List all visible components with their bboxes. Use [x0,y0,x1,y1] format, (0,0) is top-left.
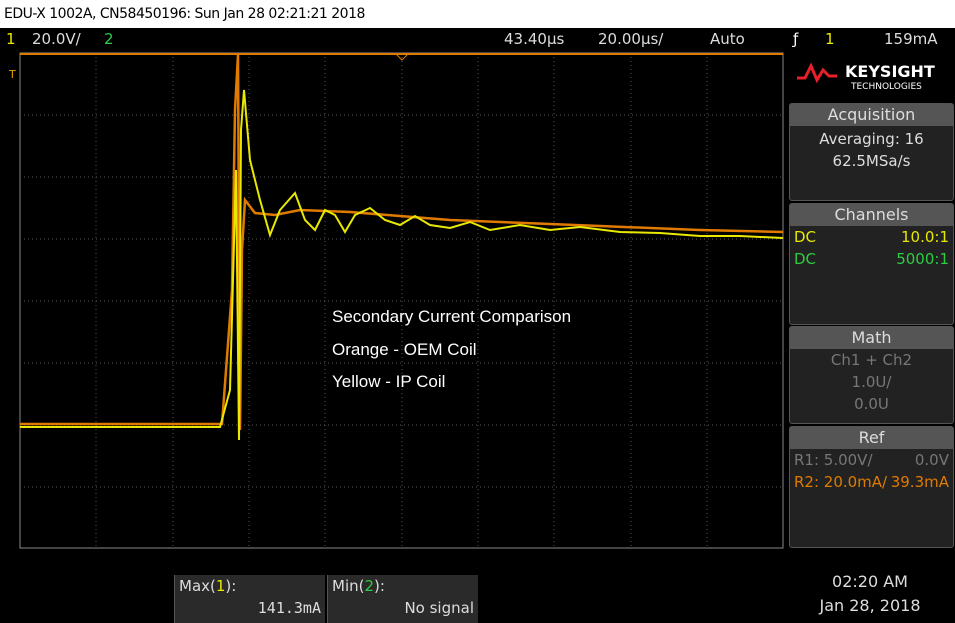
orange-trace [20,54,784,431]
coupling: DC [794,228,817,246]
ref-panel[interactable]: Ref R1: 5.00V/0.0V R2: 20.0mA/39.3mA [789,426,954,548]
clock-date: Jan 28, 2018 [819,596,921,615]
ref-offset: 39.3mA [890,473,949,491]
logo-name: KEYSIGHT [845,62,935,81]
grid [20,53,783,548]
meas-value: No signal [404,599,474,617]
ch1-label[interactable]: 1 [6,30,16,48]
math-scale: 1.0U/ [851,373,892,391]
annotation: Secondary Current Comparison [332,307,572,326]
ch1-scale[interactable]: 20.0V/ [32,30,81,48]
trigger-icon: ƒ [793,30,799,48]
clock: 02:20 AM Jan 28, 2018 [800,570,940,618]
meas-value: 141.3mA [257,599,321,617]
channels-panel[interactable]: Channels DC 10.0:1 DC 5000:1 [789,203,954,325]
measurement[interactable]: Max(1): 141.3mA [174,575,325,623]
math-offset: 0.0U [854,395,889,413]
ref-scale: R1: 5.00V/ [794,451,873,469]
header-title: EDU-X 1002A, CN58450196: Sun Jan 28 02:2… [4,6,365,22]
logo-sub: TECHNOLOGIES [851,82,922,92]
ref-scale: R2: 20.0mA/ [794,473,888,491]
meas-channel: 2 [364,577,375,595]
annotation: Yellow - IP Coil [332,372,446,391]
panel-title: Ref [790,427,953,449]
graticule: T [8,52,784,549]
delay[interactable]: 43.40µs [504,30,565,48]
header: EDU-X 1002A, CN58450196: Sun Jan 28 02:2… [0,0,955,28]
clock-time: 02:20 AM [832,572,908,591]
panel-title: Math [790,327,953,349]
timebase[interactable]: 20.00µs/ [598,30,664,48]
annotation: Orange - OEM Coil [332,340,477,359]
probe: 5000:1 [896,250,949,268]
math-function: Ch1 + Ch2 [830,351,913,369]
meas-label: ): [374,577,385,595]
trigger-level[interactable]: 159mA [884,30,938,48]
trigger-source[interactable]: 1 [825,30,835,48]
trigger-mode[interactable]: Auto [710,30,745,48]
meas-label: Min( [332,577,365,595]
measurement[interactable]: Min(2): No signal [327,575,478,623]
yellow-trace [20,89,784,441]
meas-channel: 1 [215,577,226,595]
math-panel[interactable]: Math Ch1 + Ch2 1.0U/ 0.0U [789,326,954,424]
acq-mode: Averaging: 16 [819,130,924,148]
ch2-label[interactable]: 2 [104,30,114,48]
logo: KEYSIGHT TECHNOLOGIES [789,52,954,100]
meas-label: Max( [179,577,216,595]
ref-offset: 0.0V [914,451,949,469]
delay-marker[interactable] [395,53,409,61]
panel-title: Channels [790,204,953,226]
acquisition-panel[interactable]: Acquisition Averaging: 16 62.5MSa/s [789,103,954,201]
probe: 10.0:1 [901,228,949,246]
meas-label: ): [225,577,237,595]
trigger-marker: T [8,68,16,81]
logo-mark [797,62,837,84]
panel-title: Acquisition [790,104,953,126]
acq-rate: 62.5MSa/s [832,152,911,170]
coupling: DC [794,250,817,268]
